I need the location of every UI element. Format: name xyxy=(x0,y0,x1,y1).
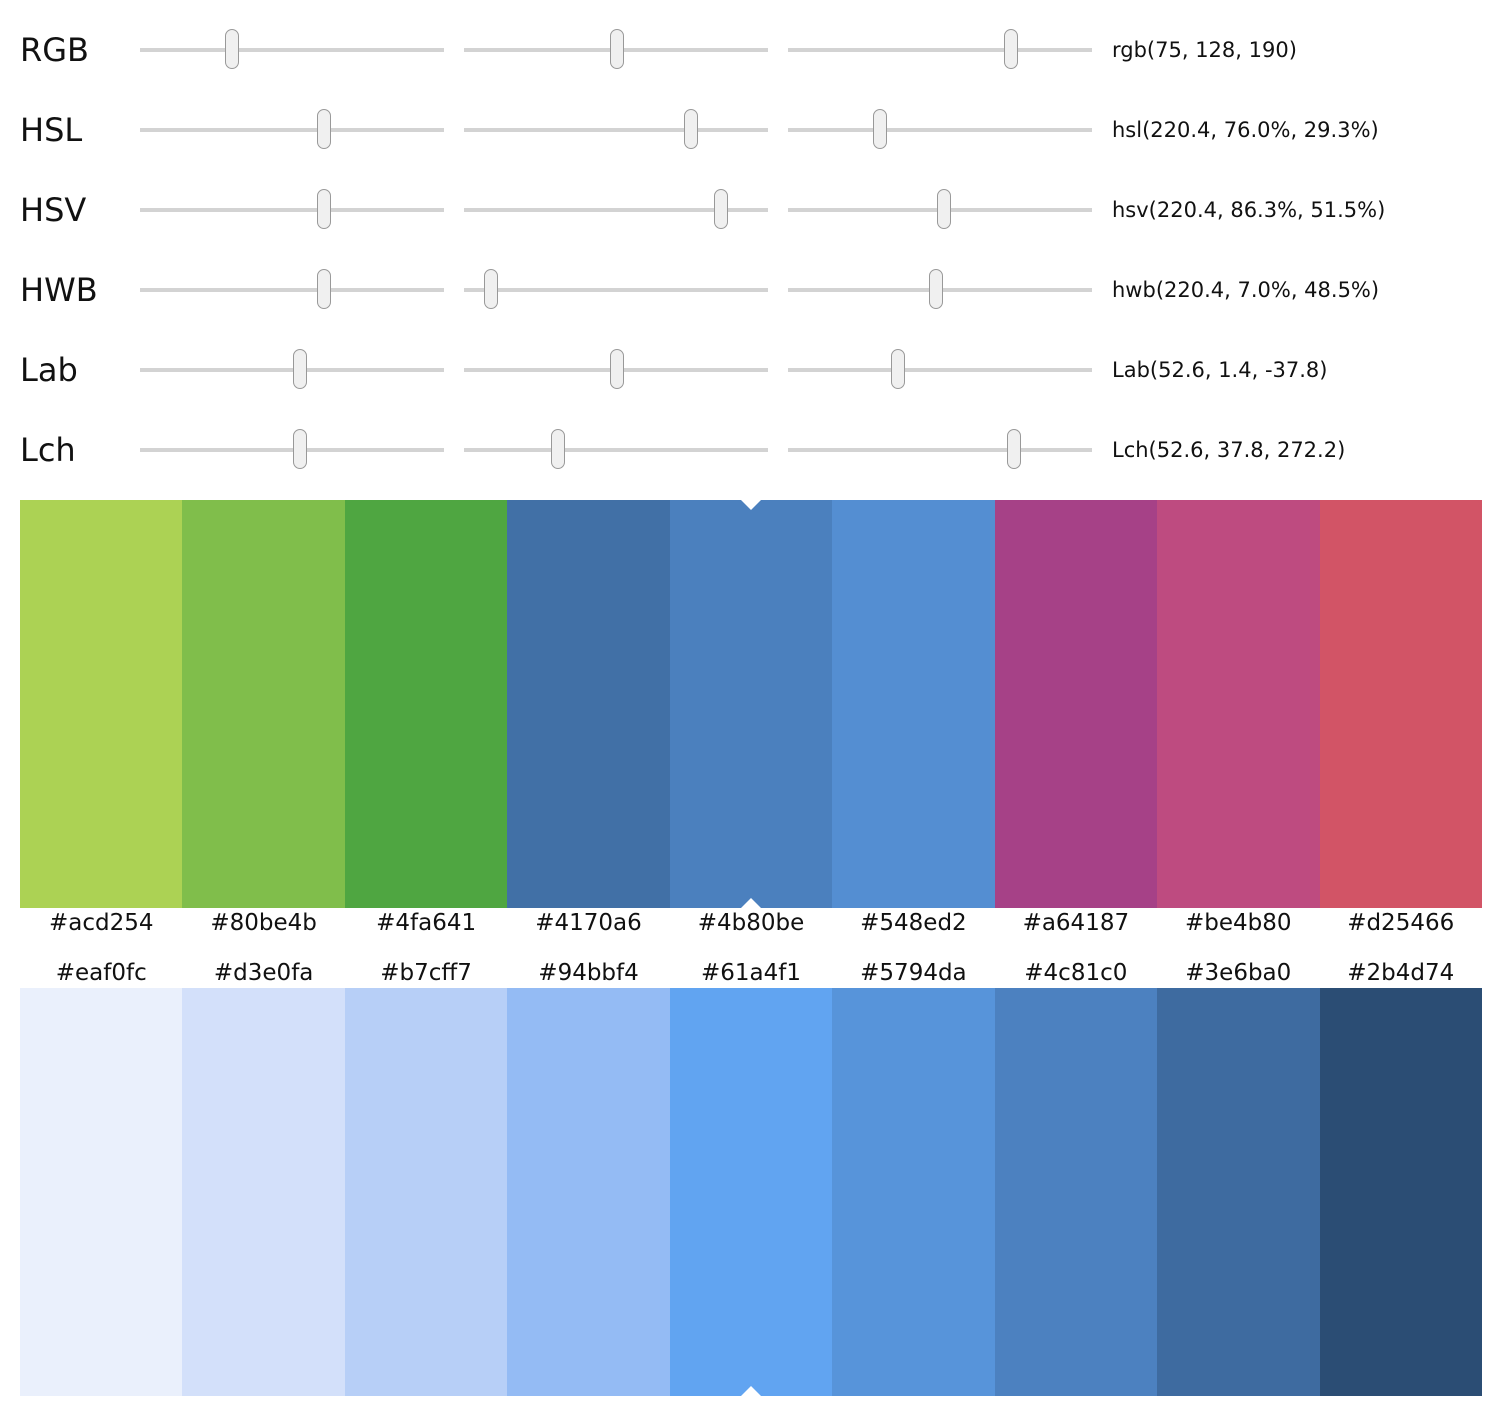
hex-label: #acd254 xyxy=(48,910,154,936)
color-swatch[interactable] xyxy=(1319,988,1482,1396)
color-swatch[interactable] xyxy=(507,988,670,1396)
slider-thumb[interactable] xyxy=(890,349,905,389)
color-swatch[interactable] xyxy=(182,500,345,908)
slider-thumb[interactable] xyxy=(317,189,332,229)
slider-thumb[interactable] xyxy=(292,349,307,389)
hex-label: #eaf0fc xyxy=(55,960,147,986)
shade-hex-labels: #eaf0fc #d3e0fa #b7cff7 #94bbf4 #61a4f1 #5794… xyxy=(20,958,1482,988)
slider-thumb[interactable] xyxy=(292,429,307,469)
hex-label: #2b4d74 xyxy=(1347,960,1455,986)
color-swatch[interactable] xyxy=(1319,500,1482,908)
slider-thumb[interactable] xyxy=(225,29,240,69)
slider-thumb[interactable] xyxy=(484,269,499,309)
color-swatch[interactable] xyxy=(832,500,995,908)
slider-row-hwb: HWB hwb(220.4, 7.0%, 48.5%) xyxy=(0,269,1501,310)
slider-track-1[interactable] xyxy=(140,349,444,389)
color-swatch[interactable] xyxy=(507,500,670,908)
slider-thumb[interactable] xyxy=(609,29,624,69)
shade-swatches xyxy=(20,988,1482,1396)
color-swatch[interactable] xyxy=(20,988,183,1396)
color-swatch[interactable] xyxy=(344,988,508,1396)
model-label: HSL xyxy=(20,111,83,149)
color-swatch[interactable] xyxy=(344,500,508,908)
hex-label: #4b80be xyxy=(697,910,805,936)
slider-track-3[interactable] xyxy=(788,189,1092,229)
model-value: hsl(220.4, 76.0%, 29.3%) xyxy=(1112,118,1379,142)
slider-row-lab: Lab Lab(52.6, 1.4, -37.8) xyxy=(0,349,1501,390)
hex-label: #4fa641 xyxy=(376,910,477,936)
slider-track-2[interactable] xyxy=(464,29,768,69)
slider-thumb[interactable] xyxy=(872,109,887,149)
hex-label: #61a4f1 xyxy=(700,960,801,986)
hex-label: #5794da xyxy=(860,960,967,986)
slider-thumb[interactable] xyxy=(928,269,943,309)
slider-track-2[interactable] xyxy=(464,189,768,229)
slider-thumb[interactable] xyxy=(937,189,952,229)
hex-label: #80be4b xyxy=(210,910,317,936)
color-swatch[interactable] xyxy=(20,500,183,908)
color-swatch[interactable] xyxy=(669,988,833,1396)
hex-label: #3e6ba0 xyxy=(1185,960,1292,986)
slider-thumb[interactable] xyxy=(684,109,699,149)
hex-label: #d25466 xyxy=(1347,910,1455,936)
slider-track-1[interactable] xyxy=(140,429,444,469)
slider-track-2[interactable] xyxy=(464,269,768,309)
model-value: Lab(52.6, 1.4, -37.8) xyxy=(1112,358,1328,382)
slider-thumb[interactable] xyxy=(1007,429,1022,469)
slider-row-lch: Lch Lch(52.6, 37.8, 272.2) xyxy=(0,429,1501,470)
slider-thumb[interactable] xyxy=(551,429,565,469)
slider-track-3[interactable] xyxy=(788,349,1092,389)
hex-label: #94bbf4 xyxy=(538,960,639,986)
color-swatch[interactable] xyxy=(994,988,1158,1396)
color-swatch[interactable] xyxy=(832,988,995,1396)
model-value: hwb(220.4, 7.0%, 48.5%) xyxy=(1112,278,1380,302)
slider-track-2[interactable] xyxy=(464,349,768,389)
slider-track-3[interactable] xyxy=(788,109,1092,149)
slider-track-1[interactable] xyxy=(140,29,444,69)
model-label: HSV xyxy=(20,191,87,229)
slider-thumb[interactable] xyxy=(610,349,625,389)
color-swatch[interactable] xyxy=(182,988,345,1396)
hex-label: #be4b80 xyxy=(1185,910,1292,936)
color-swatch[interactable] xyxy=(669,500,833,908)
slider-thumb[interactable] xyxy=(1004,29,1019,69)
color-swatch[interactable] xyxy=(1157,500,1320,908)
harmony-hex-labels: #acd254 #80be4b #4fa641 #4170a6 #4b80be #548e… xyxy=(20,908,1482,938)
selected-marker-top xyxy=(740,500,761,510)
hex-label: #4c81c0 xyxy=(1024,960,1128,986)
slider-track-3[interactable] xyxy=(788,269,1092,309)
model-value: Lch(52.6, 37.8, 272.2) xyxy=(1112,438,1346,462)
model-label: Lch xyxy=(20,431,76,469)
slider-track-2[interactable] xyxy=(464,109,768,149)
model-label: RGB xyxy=(20,31,89,69)
hex-label: #548ed2 xyxy=(860,910,967,936)
slider-thumb[interactable] xyxy=(317,269,332,309)
harmony-swatches xyxy=(20,500,1482,908)
model-value: hsv(220.4, 86.3%, 51.5%) xyxy=(1112,198,1386,222)
hex-label: #d3e0fa xyxy=(213,960,314,986)
hex-label: #b7cff7 xyxy=(380,960,472,986)
slider-track-1[interactable] xyxy=(140,189,444,229)
selected-marker-bottom xyxy=(740,1386,761,1396)
slider-row-hsv: HSV hsv(220.4, 86.3%, 51.5%) xyxy=(0,189,1501,230)
color-swatch[interactable] xyxy=(994,500,1158,908)
slider-track-3[interactable] xyxy=(788,29,1092,69)
color-swatch[interactable] xyxy=(1157,988,1320,1396)
slider-row-rgb: RGB rgb(75, 128, 190) xyxy=(0,29,1501,70)
slider-thumb[interactable] xyxy=(317,109,332,149)
slider-track-2[interactable] xyxy=(464,429,768,469)
hex-label: #4170a6 xyxy=(535,910,642,936)
model-label: HWB xyxy=(20,271,98,309)
model-label: Lab xyxy=(20,351,78,389)
selected-marker-bottom xyxy=(740,898,761,908)
slider-thumb[interactable] xyxy=(714,189,729,229)
model-value: rgb(75, 128, 190) xyxy=(1112,38,1297,62)
hex-label: #a64187 xyxy=(1022,910,1130,936)
slider-track-1[interactable] xyxy=(140,269,444,309)
slider-row-hsl: HSL hsl(220.4, 76.0%, 29.3%) xyxy=(0,109,1501,150)
slider-track-1[interactable] xyxy=(140,109,444,149)
slider-track-3[interactable] xyxy=(788,429,1092,469)
